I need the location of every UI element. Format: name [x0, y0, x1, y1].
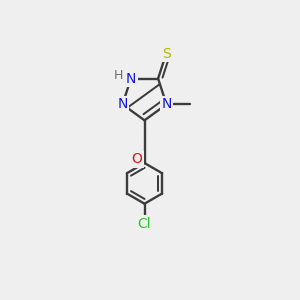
- Text: N: N: [117, 98, 128, 111]
- Text: H: H: [114, 69, 124, 82]
- Text: N: N: [126, 71, 136, 85]
- Text: O: O: [132, 152, 142, 166]
- Text: N: N: [161, 98, 172, 111]
- Text: S: S: [162, 47, 171, 61]
- Text: Cl: Cl: [138, 217, 151, 231]
